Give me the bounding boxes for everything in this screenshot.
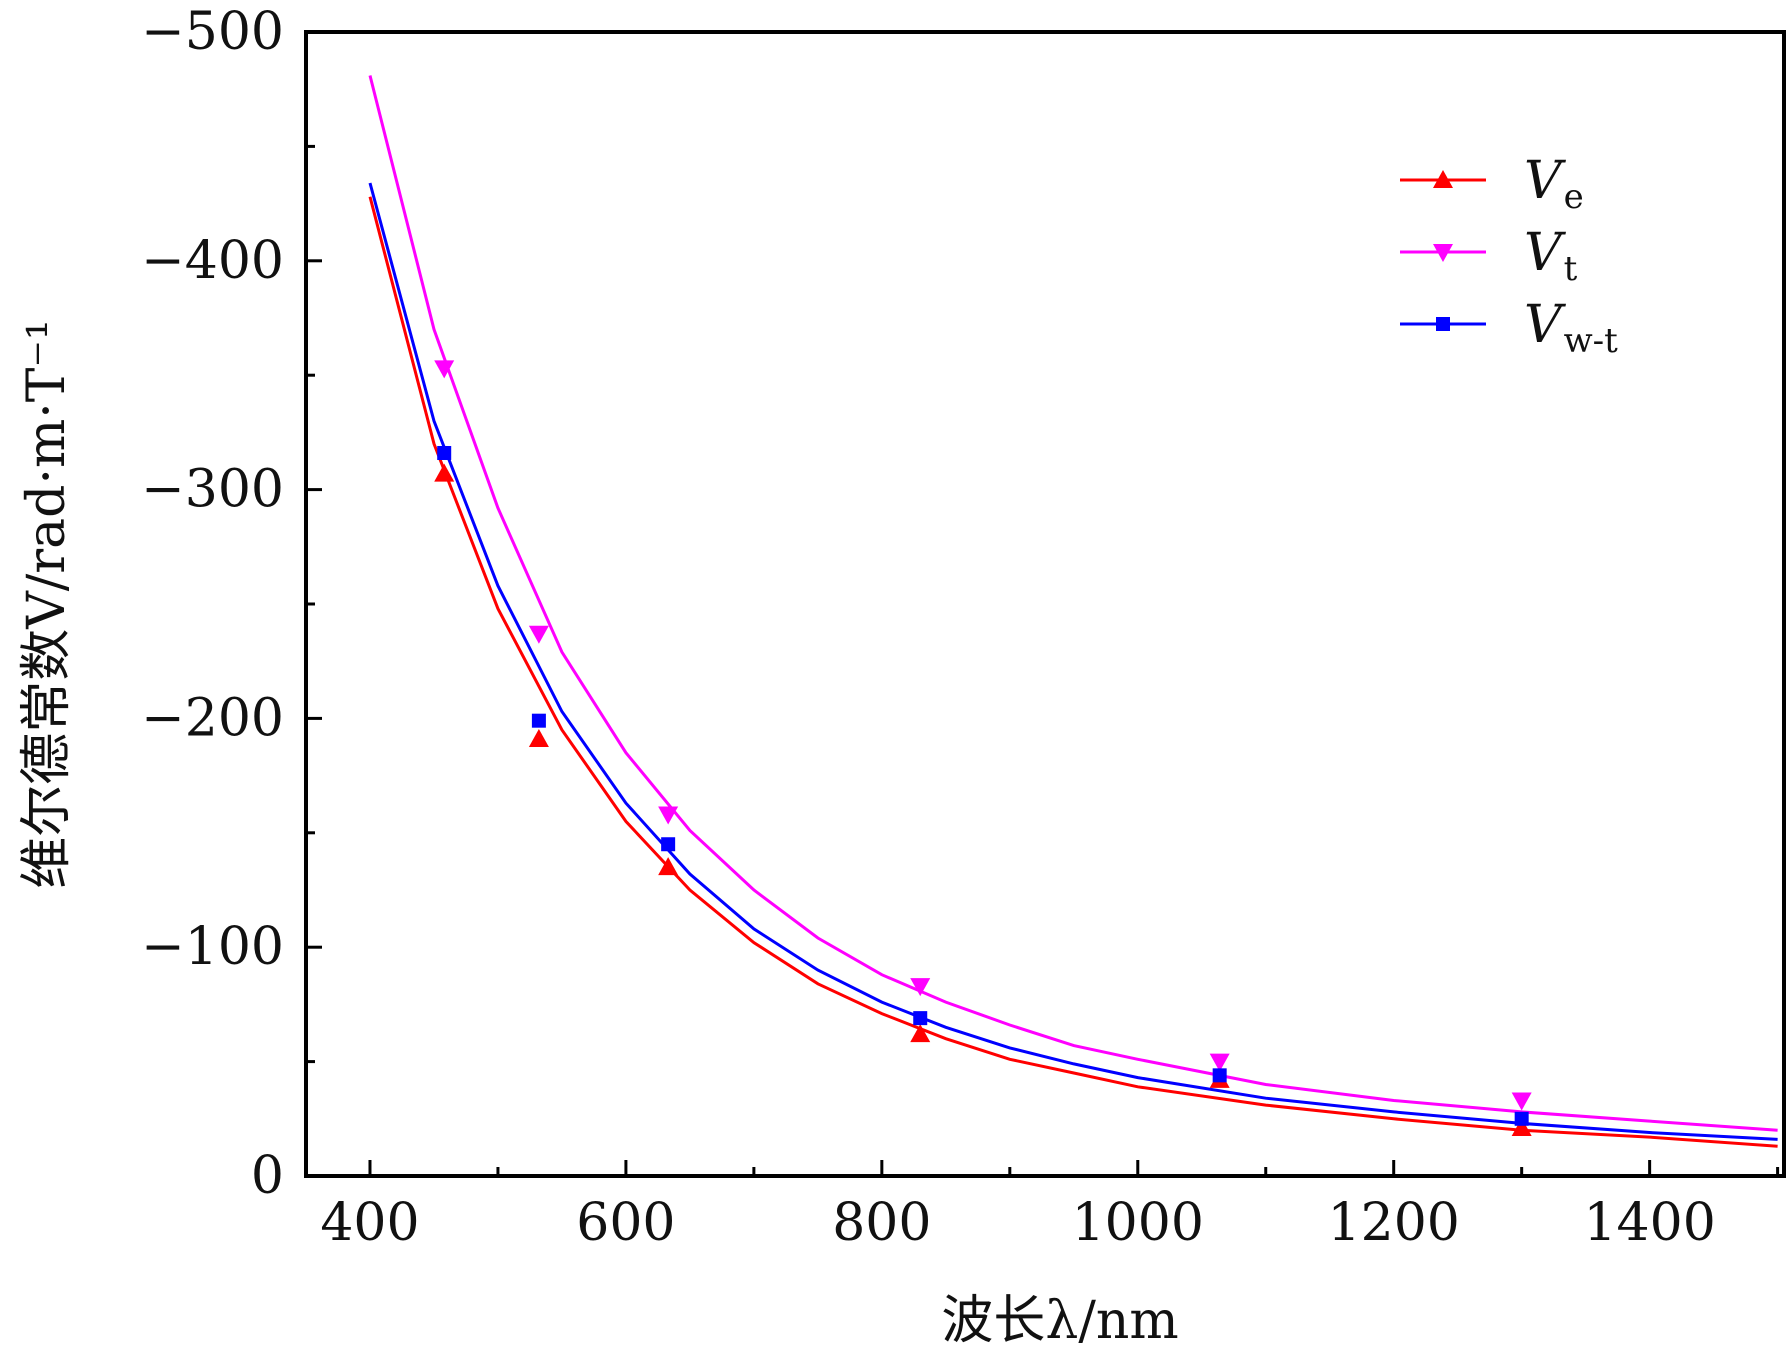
data-point-e — [434, 463, 455, 482]
legend-label-main: V — [1524, 295, 1566, 355]
y-axis-ticks: 0 −100 −200 −300 −400 −500 — [141, 2, 322, 1206]
legend-item-e: Ve — [1400, 151, 1584, 217]
x-axis-title: 波长λ/nm — [941, 1291, 1178, 1351]
legend-item-w-t: Vw-t — [1400, 295, 1618, 361]
series-line-e — [368, 196, 1778, 1148]
y-tick-label: 0 — [251, 1146, 284, 1206]
series-w-t — [368, 182, 1778, 1141]
x-tick-label: 400 — [320, 1193, 419, 1253]
legend-label-main: V — [1524, 223, 1566, 283]
series-e — [368, 196, 1778, 1148]
data-point-t — [910, 978, 931, 997]
data-point-t — [528, 625, 549, 644]
x-tick-label: 1000 — [1072, 1193, 1204, 1253]
legend-label-sub: e — [1564, 177, 1584, 217]
x-axis-ticks: 400 600 800 1000 1200 1400 — [320, 1160, 1780, 1253]
x-tick-label: 600 — [576, 1193, 675, 1253]
legend-label-main: V — [1524, 151, 1566, 211]
y-tick-label: −300 — [141, 460, 284, 520]
legend-marker — [1436, 317, 1450, 331]
series-layer — [368, 75, 1778, 1148]
legend-marker — [1433, 244, 1453, 262]
plot-frame — [304, 30, 1786, 1178]
legend-item-t: Vt — [1400, 223, 1578, 289]
series-t — [368, 75, 1778, 1132]
y-tick-label: −500 — [141, 2, 284, 62]
data-point-t — [1209, 1053, 1230, 1072]
data-point-w-t — [437, 445, 452, 460]
data-point-e — [910, 1024, 931, 1043]
y-tick-label: −400 — [141, 231, 284, 291]
data-point-w-t — [1212, 1068, 1227, 1083]
data-point-e — [658, 857, 679, 876]
data-point-t — [1511, 1092, 1532, 1111]
x-tick-label: 1200 — [1328, 1193, 1460, 1253]
x-tick-label: 800 — [832, 1193, 931, 1253]
data-point-w-t — [913, 1011, 928, 1026]
legend-marker — [1433, 170, 1453, 188]
y-tick-label: −100 — [141, 917, 284, 977]
legend-label: Ve — [1524, 151, 1584, 217]
x-tick-label: 1400 — [1583, 1193, 1715, 1253]
series-line-t — [368, 75, 1778, 1132]
legend-label-sub: t — [1564, 249, 1578, 289]
data-point-w-t — [1514, 1111, 1529, 1126]
data-point-w-t — [661, 837, 676, 852]
legend-label: Vw-t — [1524, 295, 1618, 361]
legend-label-sub: w-t — [1564, 321, 1619, 361]
data-point-t — [434, 360, 455, 379]
data-point-t — [658, 806, 679, 825]
data-point-e — [1511, 1117, 1532, 1136]
y-axis-title: 维尔德常数V/rad·m·T⁻¹ — [17, 319, 77, 889]
data-point-w-t — [531, 713, 546, 728]
data-point-e — [528, 728, 549, 747]
legend-label: Vt — [1524, 223, 1578, 289]
y-tick-label: −200 — [141, 688, 284, 748]
